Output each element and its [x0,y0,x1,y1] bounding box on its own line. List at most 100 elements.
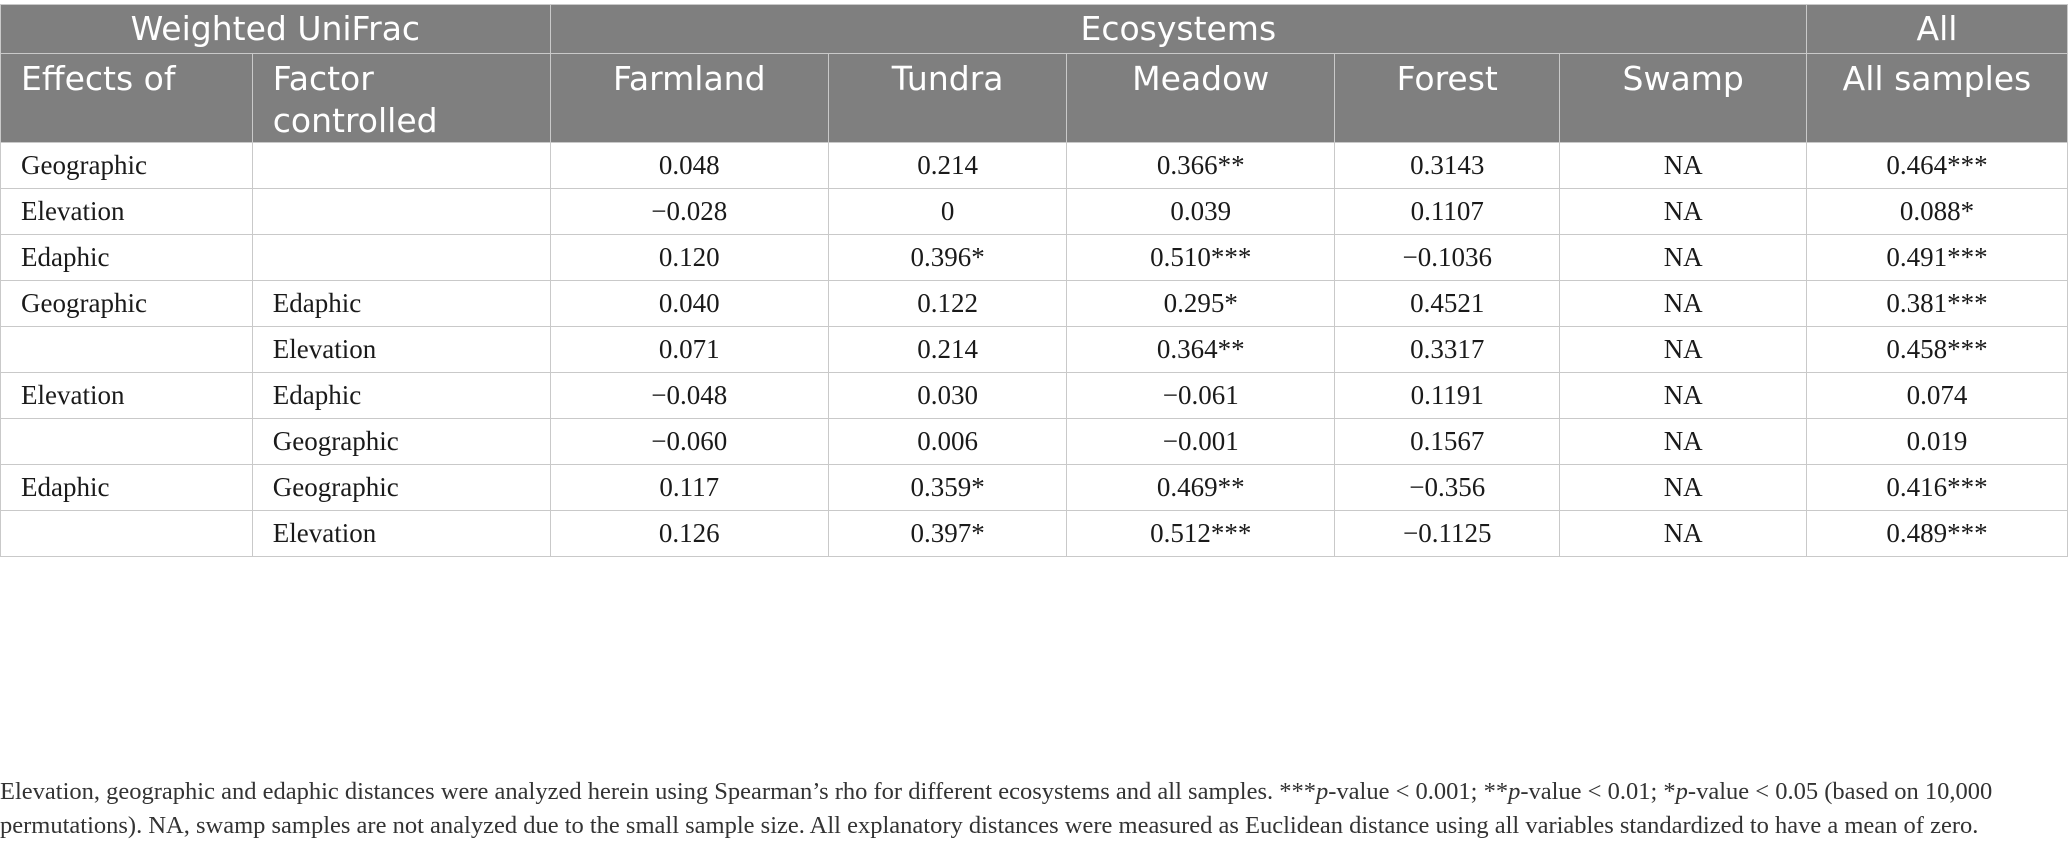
header-all: All [1805,4,2068,54]
col-all-samples: All samples [1805,53,2068,143]
table-cell: Edaphic [0,234,253,281]
col-tundra: Tundra [827,53,1068,143]
table-cell: Geographic [0,142,253,189]
header-column-row: Effects of Factor controlled Farmland Tu… [0,53,2068,143]
table-row: Elevation 0.071 0.214 0.364** 0.3317 NA 0.458*… [0,326,2068,373]
table-cell: 0.458*** [1805,326,2068,373]
table-cell: −0.1125 [1334,510,1561,557]
table-cell: Elevation [251,326,551,373]
table-cell: Geographic [0,280,253,327]
table-cell: Edaphic [0,464,253,511]
table-cell: NA [1559,510,1807,557]
col-meadow: Meadow [1066,53,1336,143]
table-cell: NA [1559,280,1807,327]
table-cell: Edaphic [251,280,551,327]
footnote-p-1: p [1315,778,1329,805]
table-cell: Elevation [251,510,551,557]
table-cell: 0.1191 [1334,372,1561,419]
table-cell: 0.1567 [1334,418,1561,465]
table-cell: 0.088* [1805,188,2068,235]
table-cell: 0.3317 [1334,326,1561,373]
table-row: Elevation Edaphic −0.048 0.030 −0.061 0.1191 N… [0,372,2068,419]
table-cell [0,326,253,373]
table-cell: NA [1559,418,1807,465]
table-cell: 0.295* [1066,280,1336,327]
table-cell: 0.366** [1066,142,1336,189]
table-body: Geographic 0.048 0.214 0.366** 0.3143 NA 0.464… [0,142,2068,557]
col-swamp: Swamp [1559,53,1807,143]
table-cell: 0 [827,188,1068,235]
table-cell: NA [1559,464,1807,511]
table-cell: Elevation [0,372,253,419]
table-cell: −0.028 [549,188,829,235]
table-cell: 0.039 [1066,188,1336,235]
footnote-text-3: -value < 0.01; * [1520,778,1676,805]
table-cell: Geographic [251,418,551,465]
table-cell: 0.006 [827,418,1068,465]
table-cell: Edaphic [251,372,551,419]
table-cell: NA [1559,142,1807,189]
table-cell: NA [1559,326,1807,373]
table-cell: 0.048 [549,142,829,189]
table-cell [251,142,551,189]
header-measure: Weighted UniFrac [0,4,551,54]
table-cell: 0.489*** [1805,510,2068,557]
table-cell: 0.040 [549,280,829,327]
table-cell: Geographic [251,464,551,511]
table-cell: NA [1559,372,1807,419]
col-forest: Forest [1334,53,1561,143]
table-cell: 0.1107 [1334,188,1561,235]
table-cell: 0.359* [827,464,1068,511]
table-row: Geographic −0.060 0.006 −0.001 0.1567 NA 0.019 [0,418,2068,465]
header-group-row: Weighted UniFrac Ecosystems All [0,4,2068,54]
table-cell: 0.464*** [1805,142,2068,189]
header-ecosystems: Ecosystems [549,4,1807,54]
table-cell: 0.512*** [1066,510,1336,557]
table-cell: 0.126 [549,510,829,557]
table-cell [251,234,551,281]
table-cell: NA [1559,234,1807,281]
footnote-text-4: -value < 0.05 (based on 10,000 permutati… [0,778,1993,839]
footnote-text-2: -value < 0.001; ** [1328,778,1509,805]
col-farmland: Farmland [549,53,829,143]
table-cell: Elevation [0,188,253,235]
table-cell: 0.074 [1805,372,2068,419]
table-cell: 0.469** [1066,464,1336,511]
col-factor-controlled: Factor controlled [251,53,551,143]
table-cell [0,510,253,557]
table-cell [251,188,551,235]
table-cell: 0.214 [827,326,1068,373]
table-row: Elevation 0.126 0.397* 0.512*** −0.1125 NA 0.4… [0,510,2068,557]
table-cell [0,418,253,465]
footnote-text-1: Elevation, geographic and edaphic distan… [0,778,1316,805]
table-cell: −0.356 [1334,464,1561,511]
table-row: Elevation −0.028 0 0.039 0.1107 NA 0.088* [0,188,2068,235]
table-row: Geographic Edaphic 0.040 0.122 0.295* 0.4521 N… [0,280,2068,327]
table-row: Geographic 0.048 0.214 0.366** 0.3143 NA 0.464… [0,142,2068,189]
col-effects-of: Effects of [0,53,253,143]
table-cell: 0.364** [1066,326,1336,373]
table-cell: 0.214 [827,142,1068,189]
table-cell: −0.001 [1066,418,1336,465]
table-row: Edaphic Geographic 0.117 0.359* 0.469** −0.35… [0,464,2068,511]
table-cell: 0.397* [827,510,1068,557]
table-cell: 0.491*** [1805,234,2068,281]
table-cell: 0.030 [827,372,1068,419]
table-cell: −0.048 [549,372,829,419]
table-cell: 0.381*** [1805,280,2068,327]
footnote-p-3: p [1675,778,1688,805]
table-cell: 0.510*** [1066,234,1336,281]
table-cell: 0.3143 [1334,142,1561,189]
table-cell: 0.122 [827,280,1068,327]
table-cell: 0.071 [549,326,829,373]
table-header: Weighted UniFrac Ecosystems All Effects … [0,4,2068,143]
results-table: Weighted UniFrac Ecosystems All Effects … [0,4,2068,557]
table-footnote: Elevation, geographic and edaphic distan… [0,775,2060,843]
table-cell: 0.416*** [1805,464,2068,511]
table-cell: 0.019 [1805,418,2068,465]
table-cell: 0.120 [549,234,829,281]
table-cell: NA [1559,188,1807,235]
table-cell: −0.1036 [1334,234,1561,281]
table-cell: −0.061 [1066,372,1336,419]
table-cell: 0.117 [549,464,829,511]
